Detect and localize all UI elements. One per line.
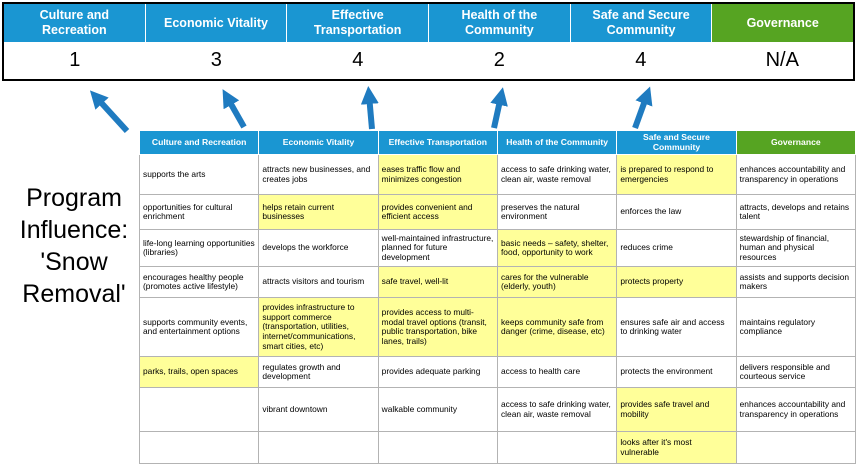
matrix-cell-r2-c5: enforces the law [616,194,737,231]
matrix-cell-r1-c6: enhances accountability and transparency… [735,154,857,196]
matrix-cell-r1-c5: is prepared to respond to emergencies [616,154,737,196]
scoreboard-score-row: 1 3 4 2 4 N/A [4,42,853,79]
matrix-header-1: Economic Vitality [258,129,379,156]
scoreboard-header-0: Culture and Recreation [4,4,146,42]
matrix-cell-r2-c3: provides convenient and efficient access [377,194,498,231]
matrix-header-0: Culture and Recreation [138,129,260,156]
matrix-row-5: supports community events, and entertain… [138,297,857,358]
matrix-header-row: Culture and Recreation Economic Vitality E… [138,129,857,156]
matrix-cell-r8-c6 [735,431,857,465]
matrix-cell-r8-c1 [138,431,260,465]
matrix-cell-r4-c1: encourages healthy people (promotes acti… [138,266,260,299]
scoreboard: Culture and Recreation Economic Vitality E… [2,2,855,81]
scoreboard-header-1: Economic Vitality [145,4,288,42]
matrix-cell-r1-c4: access to safe drinking water, clean air… [496,154,618,196]
matrix-cell-r8-c4 [496,431,618,465]
scoreboard-score-5: N/A [765,49,799,71]
scoreboard-header-row: Culture and Recreation Economic Vitality E… [4,4,854,42]
program-title: Program Influence: 'Snow Removal' [19,184,129,308]
matrix-cell-r4-c2: attracts visitors and tourism [258,266,379,299]
matrix-row-6: parks, trails, open spaces regulates grow… [138,356,857,389]
matrix-cell-r5-c1: supports community events, and entertain… [138,297,260,358]
matrix-row-8: looks after it's most vulnerable [138,431,857,465]
matrix-cell-r2-c1: opportunities for cultural enrichment [138,194,260,231]
matrix-cell-r8-c2 [258,431,379,465]
matrix-row-4: encourages healthy people (promotes acti… [138,266,857,299]
matrix-row-1: supports the arts attracts new businesses… [138,154,857,196]
matrix-row-3: life-long learning opportunities (librar… [138,229,857,268]
up-arrow-icon [360,86,379,130]
matrix-body: supports the arts attracts new businesses… [138,154,857,465]
matrix-cell-r2-c6: attracts, develops and retains talent [735,194,857,231]
matrix-head: Culture and Recreation Economic Vitality E… [138,129,857,156]
scoreboard-header-2: Effective Transportation [287,4,430,42]
matrix-cell-r3-c4: basic needs – safety, shelter, food, opp… [496,229,618,268]
matrix-cell-r2-c2: helps retain current businesses [258,194,379,231]
matrix-cell-r5-c3: provides access to multi-modal travel op… [377,297,498,358]
matrix-header-3: Health of the Community [496,129,618,156]
matrix-cell-r2-c4: preserves the natural environment [496,194,618,231]
up-arrow-icon [89,90,130,134]
matrix-cell-r3-c5: reduces crime [616,229,737,268]
matrix-row-7: vibrant downtown walkable community access… [138,387,857,433]
matrix-cell-r5-c2: provides infrastructure to support comme… [258,297,379,358]
matrix-cell-r3-c2: develops the workforce [258,229,379,268]
matrix-cell-r7-c3: walkable community [377,387,498,433]
scoreboard-score-3: 2 [493,49,505,71]
scoreboard-header-4: Safe and Secure Community [570,4,713,42]
influence-matrix: Culture and Recreation Economic Vitality E… [138,129,857,465]
matrix-cell-r6-c6: delivers responsible and courteous servi… [735,356,857,389]
matrix-header-4: Safe and Secure Community [616,129,737,156]
matrix-cell-r6-c2: regulates growth and development [258,356,379,389]
up-arrow-icon [490,87,508,129]
scoreboard-header-3: Health of the Community [429,4,571,42]
matrix-cell-r7-c5: provides safe travel and mobility [616,387,737,433]
scoreboard-header-5: Governance [712,4,854,42]
matrix-cell-r3-c1: life-long learning opportunities (librar… [138,229,260,268]
matrix-cell-r3-c6: stewardship of financial, human and phys… [735,229,857,268]
scoreboard-score-1: 3 [210,49,222,71]
matrix-cell-r6-c4: access to health care [496,356,618,389]
matrix-cell-r7-c4: access to safe drinking water, clean air… [496,387,618,433]
matrix-row-2: opportunities for cultural enrichment hel… [138,194,857,231]
scoreboard-score-0: 1 [69,49,81,71]
matrix-cell-r4-c6: assists and supports decision makers [735,266,857,299]
scoreboard-score-2: 4 [352,49,364,71]
matrix-cell-r5-c6: maintains regulatory compliance [735,297,857,358]
matrix-cell-r8-c3 [377,431,498,465]
matrix-cell-r5-c4: keeps community safe from danger (crime,… [496,297,618,358]
matrix-cell-r8-c5: looks after it's most vulnerable [616,431,737,465]
matrix-cell-r1-c3: eases traffic flow and minimizes congest… [377,154,498,196]
matrix-cell-r7-c2: vibrant downtown [258,387,379,433]
matrix-cell-r1-c1: supports the arts [138,154,260,196]
up-arrow-icon [222,89,247,129]
matrix-cell-r6-c1: parks, trails, open spaces [138,356,260,389]
matrix-header-5: Governance [735,129,857,156]
matrix-cell-r4-c4: cares for the vulnerable (elderly, youth… [496,266,618,299]
matrix-header-2: Effective Transportation [377,129,498,156]
matrix-cell-r6-c3: provides adequate parking [377,356,498,389]
matrix-cell-r5-c5: ensures safe air and access to drinking … [616,297,737,358]
matrix-cell-r1-c2: attracts new businesses, and creates job… [258,154,379,196]
up-arrow-icon [632,86,653,130]
matrix-cell-r6-c5: protects the environment [616,356,737,389]
matrix-cell-r7-c1 [138,387,260,433]
matrix-cell-r4-c3: safe travel, well-lit [377,266,498,299]
matrix-cell-r3-c3: well-maintained infrastructure, planned … [377,229,498,268]
matrix-cell-r7-c6: enhances accountability and transparency… [735,387,857,433]
matrix-cell-r4-c5: protects property [616,266,737,299]
scoreboard-score-4: 4 [635,49,647,71]
